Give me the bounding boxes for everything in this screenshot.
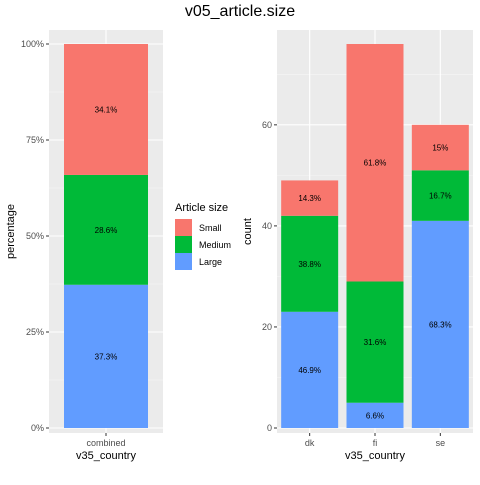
legend-key-large — [175, 253, 192, 270]
x-axis-title: v35_country — [76, 450, 136, 462]
y-axis-title: percentage — [5, 204, 17, 259]
bar-large-dk — [281, 311, 339, 428]
panel-percentage: 0% 25% 50% 75% 100% 37.3% 28.6% 34.1% combined v3… — [5, 30, 163, 462]
data-label: 31.6% — [364, 338, 387, 347]
bar-small-combined — [64, 44, 148, 175]
y-axis-title: count — [242, 218, 254, 245]
data-label: 16.7% — [429, 192, 452, 201]
x-tick-label: fi — [373, 438, 378, 448]
y-tick-label: 20 — [262, 322, 272, 332]
y-tick-label: 0 — [267, 423, 272, 433]
bar-small-fi — [346, 44, 404, 282]
y-tick-label: 100% — [21, 39, 44, 49]
bar-small-se — [411, 124, 469, 171]
legend-label: Small — [199, 223, 222, 233]
data-label: 34.1% — [95, 105, 118, 114]
legend: Article size Small Medium Large — [175, 202, 231, 270]
y-tick-label: 75% — [26, 135, 44, 145]
y-tick-label: 60 — [262, 120, 272, 130]
legend-label: Medium — [199, 240, 231, 250]
chart-title: v05_article.size — [185, 3, 295, 20]
x-tick-label: se — [436, 438, 446, 448]
data-label: 15% — [432, 144, 448, 153]
legend-key-medium — [175, 236, 192, 253]
bar-medium-combined — [64, 174, 148, 285]
x-axis-title: v35_country — [345, 450, 405, 462]
x-tick-label: combined — [86, 438, 125, 448]
data-label: 46.9% — [298, 366, 321, 375]
bar-medium-fi — [346, 281, 404, 403]
panel-count: 0 20 40 60 46.9% 38.8% 14.3% dk 6.6% 31.6% 61.8% fi… — [242, 30, 473, 462]
data-label: 14.3% — [298, 194, 321, 203]
y-tick-label: 0% — [31, 423, 44, 433]
bar-large-se — [411, 220, 469, 428]
bar-medium-se — [411, 170, 469, 221]
data-label: 38.8% — [298, 260, 321, 269]
legend-label: Large — [199, 257, 222, 267]
data-label: 28.6% — [95, 226, 118, 235]
y-tick-label: 50% — [26, 231, 44, 241]
data-label: 37.3% — [95, 352, 118, 361]
y-tick-label: 25% — [26, 327, 44, 337]
data-label: 68.3% — [429, 320, 452, 329]
legend-key-small — [175, 219, 192, 236]
data-label: 61.8% — [364, 159, 387, 168]
y-tick-label: 40 — [262, 221, 272, 231]
bar-large-combined — [64, 284, 148, 428]
bar-large-fi — [346, 402, 404, 428]
bar-small-dk — [281, 180, 339, 216]
data-label: 6.6% — [366, 411, 384, 420]
bar-medium-dk — [281, 215, 339, 312]
legend-title: Article size — [175, 202, 228, 214]
x-tick-label: dk — [305, 438, 315, 448]
